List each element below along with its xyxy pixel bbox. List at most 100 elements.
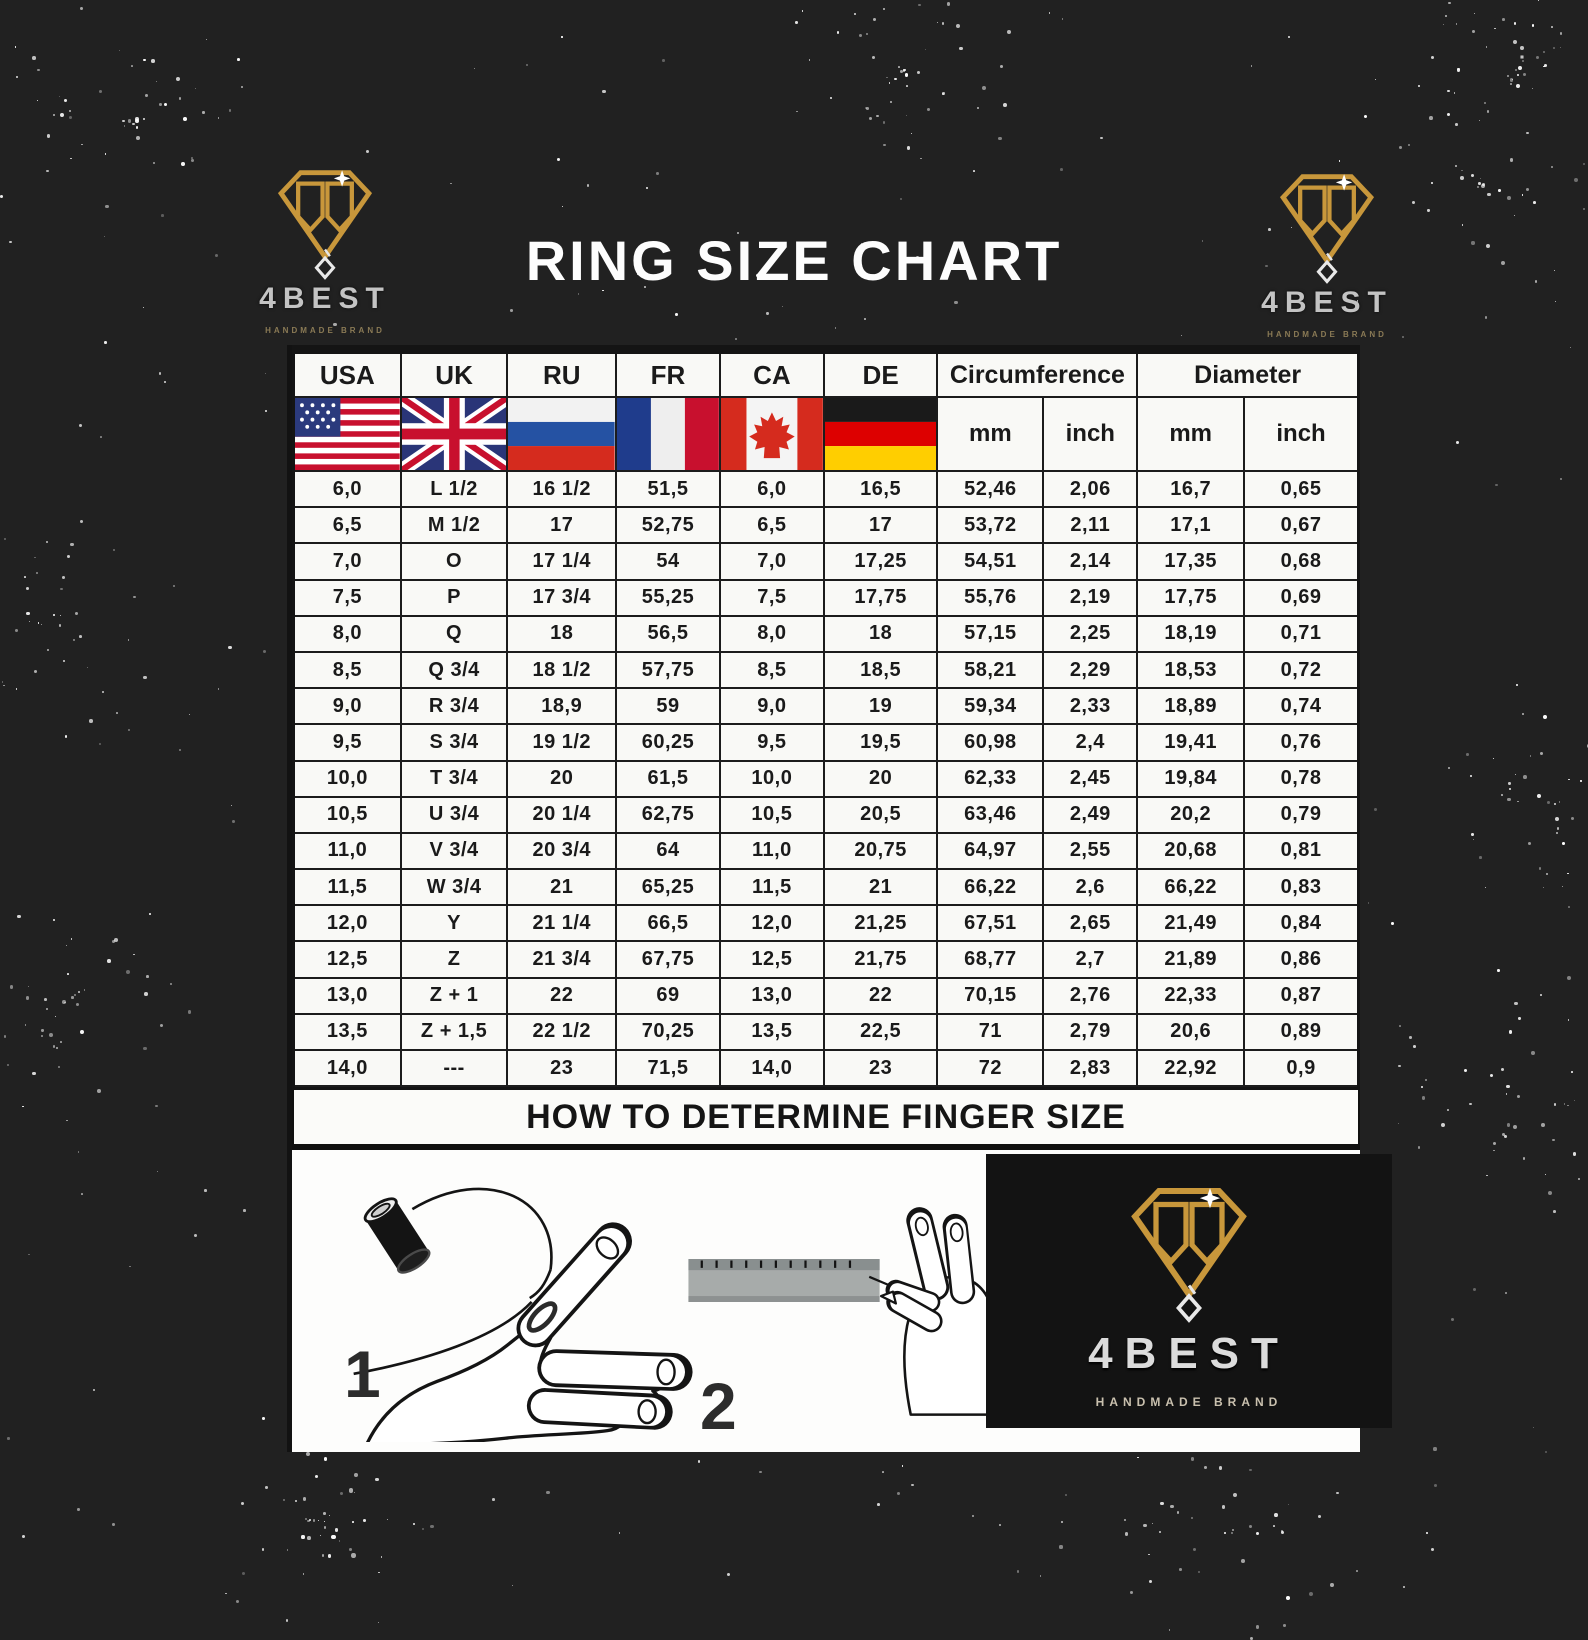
table-cell: 7,5 xyxy=(295,581,402,617)
table-cell: 8,0 xyxy=(295,617,402,653)
table-cell: 2,14 xyxy=(1044,544,1138,580)
table-cell: 17,75 xyxy=(825,581,939,617)
table-cell: 11,0 xyxy=(721,834,825,870)
table-cell: 0,83 xyxy=(1245,870,1357,906)
howto-illustrations: 1 xyxy=(292,1150,1360,1452)
table-cell: 7,0 xyxy=(295,544,402,580)
table-cell: 69 xyxy=(617,979,721,1015)
column-header-ru: RU xyxy=(508,354,617,398)
column-header-ca: CA xyxy=(721,354,825,398)
table-cell: R 3/4 xyxy=(402,689,509,725)
table-cell: 2,49 xyxy=(1044,798,1138,834)
table-cell: 12,0 xyxy=(721,906,825,942)
table-cell: M 1/2 xyxy=(402,508,509,544)
flag-canada xyxy=(721,398,825,472)
table-cell: U 3/4 xyxy=(402,798,509,834)
brand-logo-top-left: 4BEST HANDMADE BRAND xyxy=(240,158,410,335)
flag-uk xyxy=(402,398,509,472)
table-cell: 19,5 xyxy=(825,725,939,761)
table-cell: 18,5 xyxy=(825,653,939,689)
table-cell: Y xyxy=(402,906,509,942)
table-cell: 2,29 xyxy=(1044,653,1138,689)
table-cell: 17,75 xyxy=(1138,581,1245,617)
table-cell: 0,81 xyxy=(1245,834,1357,870)
unit-header-circumference-mm: mm xyxy=(938,398,1044,472)
table-cell: 13,0 xyxy=(295,979,402,1015)
table-cell: 2,11 xyxy=(1044,508,1138,544)
table-cell: Q xyxy=(402,617,509,653)
flag-russia xyxy=(508,398,617,472)
table-cell: 70,15 xyxy=(938,979,1044,1015)
table-cell: 2,79 xyxy=(1044,1015,1138,1051)
table-cell: 71,5 xyxy=(617,1051,721,1087)
table-cell: 21 1/4 xyxy=(508,906,617,942)
table-cell: 11,0 xyxy=(295,834,402,870)
table-cell: 12,5 xyxy=(295,942,402,978)
table-cell: 0,69 xyxy=(1245,581,1357,617)
unit-header-circumference-inch: inch xyxy=(1044,398,1138,472)
table-cell: 10,0 xyxy=(295,762,402,798)
table-cell: 18,19 xyxy=(1138,617,1245,653)
table-cell: 20 xyxy=(508,762,617,798)
table-cell: 55,25 xyxy=(617,581,721,617)
table-cell: 22,92 xyxy=(1138,1051,1245,1087)
table-cell: 6,5 xyxy=(721,508,825,544)
table-cell: 2,33 xyxy=(1044,689,1138,725)
table-cell: 23 xyxy=(508,1051,617,1087)
table-cell: 22,5 xyxy=(825,1015,939,1051)
table-cell: 0,72 xyxy=(1245,653,1357,689)
table-cell: L 1/2 xyxy=(402,472,509,508)
column-group-circumference: Circumference xyxy=(938,354,1138,398)
table-cell: 22 xyxy=(825,979,939,1015)
table-cell: 20,2 xyxy=(1138,798,1245,834)
table-cell: 14,0 xyxy=(295,1051,402,1087)
table-cell: 16,5 xyxy=(825,472,939,508)
table-cell: 17,1 xyxy=(1138,508,1245,544)
table-cell: 17 1/4 xyxy=(508,544,617,580)
howto-title: HOW TO DETERMINE FINGER SIZE xyxy=(292,1090,1360,1150)
table-cell: 51,5 xyxy=(617,472,721,508)
table-cell: 20,5 xyxy=(825,798,939,834)
table-cell: 20,68 xyxy=(1138,834,1245,870)
table-cell: 52,46 xyxy=(938,472,1044,508)
brand-logo-bottom: 4BEST HANDMADE BRAND xyxy=(986,1154,1392,1428)
table-cell: 12,0 xyxy=(295,906,402,942)
table-cell: 66,22 xyxy=(1138,870,1245,906)
table-cell: 62,33 xyxy=(938,762,1044,798)
table-cell: 9,5 xyxy=(721,725,825,761)
table-cell: 56,5 xyxy=(617,617,721,653)
table-cell: 19 1/2 xyxy=(508,725,617,761)
table-cell: 2,65 xyxy=(1044,906,1138,942)
table-cell: V 3/4 xyxy=(402,834,509,870)
column-header-de: DE xyxy=(825,354,939,398)
table-cell: 0,84 xyxy=(1245,906,1357,942)
brand-name: 4BEST xyxy=(1088,1329,1290,1379)
table-cell: 64 xyxy=(617,834,721,870)
table-cell: O xyxy=(402,544,509,580)
table-cell: 11,5 xyxy=(721,870,825,906)
table-cell: 57,15 xyxy=(938,617,1044,653)
table-cell: 59 xyxy=(617,689,721,725)
table-cell: 21,25 xyxy=(825,906,939,942)
column-header-fr: FR xyxy=(617,354,721,398)
table-cell: 21,75 xyxy=(825,942,939,978)
table-cell: 0,86 xyxy=(1245,942,1357,978)
diamond-monogram-icon xyxy=(1110,1173,1268,1323)
table-cell: 8,0 xyxy=(721,617,825,653)
table-cell: 59,34 xyxy=(938,689,1044,725)
table-cell: 2,83 xyxy=(1044,1051,1138,1087)
table-cell: 23 xyxy=(825,1051,939,1087)
table-cell: 67,51 xyxy=(938,906,1044,942)
table-cell: 61,5 xyxy=(617,762,721,798)
table-cell: 68,77 xyxy=(938,942,1044,978)
table-cell: 7,5 xyxy=(721,581,825,617)
table-cell: 70,25 xyxy=(617,1015,721,1051)
table-cell: 11,5 xyxy=(295,870,402,906)
table-cell: 2,45 xyxy=(1044,762,1138,798)
brand-tagline: HANDMADE BRAND xyxy=(265,326,385,335)
table-cell: 20,75 xyxy=(825,834,939,870)
table-cell: 21 xyxy=(825,870,939,906)
table-cell: 7,0 xyxy=(721,544,825,580)
table-cell: 2,6 xyxy=(1044,870,1138,906)
table-cell: 0,68 xyxy=(1245,544,1357,580)
